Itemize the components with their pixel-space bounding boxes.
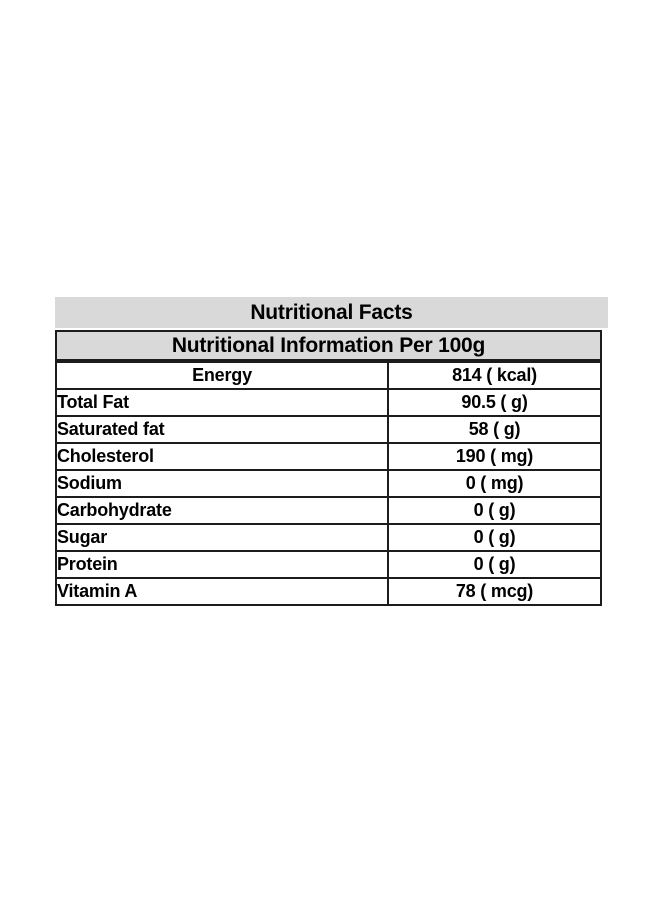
nutrient-label-cell: Carbohydrate: [55, 496, 389, 525]
table-row: Sodium 0 ( mg): [55, 469, 602, 498]
nutrient-value-cell: 0 ( mg): [387, 469, 602, 498]
table-row: Protein 0 ( g): [55, 550, 602, 579]
table-row: Sugar 0 ( g): [55, 523, 602, 552]
nutrient-value-cell: 190 ( mg): [387, 442, 602, 471]
table-row: Total Fat 90.5 ( g): [55, 388, 602, 417]
nutrient-label-cell: Saturated fat: [55, 415, 389, 444]
nutrient-value-cell: 0 ( g): [387, 496, 602, 525]
nutrition-subtitle: Nutritional Information Per 100g: [55, 330, 602, 361]
nutrition-table-body: Energy 814 ( kcal) Total Fat 90.5 ( g) Satur…: [55, 361, 602, 606]
table-row: Saturated fat 58 ( g): [55, 415, 602, 444]
nutrient-value-cell: 58 ( g): [387, 415, 602, 444]
nutrient-label-cell: Cholesterol: [55, 442, 389, 471]
nutrient-value-cell: 0 ( g): [387, 550, 602, 579]
table-row: Cholesterol 190 ( mg): [55, 442, 602, 471]
nutrient-label-cell: Sugar: [55, 523, 389, 552]
nutrition-panel: Nutritional Facts Nutritional Informatio…: [55, 297, 608, 606]
nutrient-label-cell: Protein: [55, 550, 389, 579]
nutrient-label-cell: Energy: [55, 361, 389, 390]
nutrient-value-cell: 0 ( g): [387, 523, 602, 552]
table-row: Energy 814 ( kcal): [55, 361, 602, 390]
table-row: Carbohydrate 0 ( g): [55, 496, 602, 525]
nutrient-value-cell: 78 ( mcg): [387, 577, 602, 606]
nutrient-label-cell: Total Fat: [55, 388, 389, 417]
nutrient-value-cell: 90.5 ( g): [387, 388, 602, 417]
nutrition-title: Nutritional Facts: [55, 297, 608, 328]
table-row: Vitamin A 78 ( mcg): [55, 577, 602, 606]
nutrient-label-cell: Sodium: [55, 469, 389, 498]
nutrient-value-cell: 814 ( kcal): [387, 361, 602, 390]
nutrient-label-cell: Vitamin A: [55, 577, 389, 606]
nutrition-table: Energy 814 ( kcal) Total Fat 90.5 ( g) Satur…: [55, 361, 602, 606]
